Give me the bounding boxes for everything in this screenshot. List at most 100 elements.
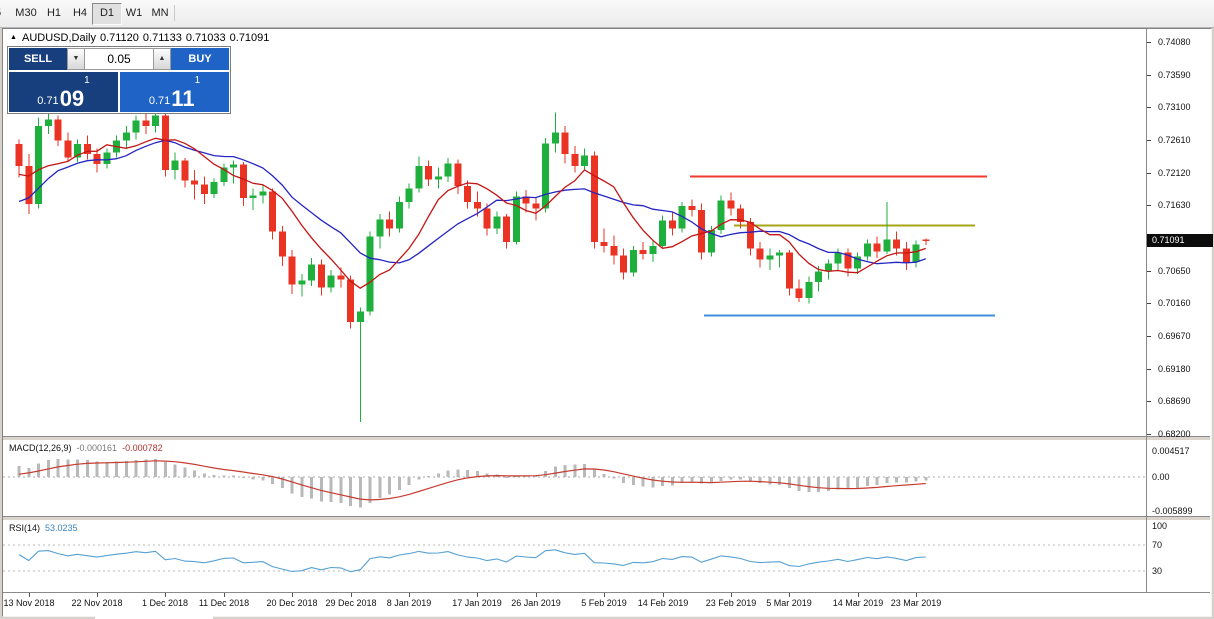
rsi-value: 53.0235 xyxy=(45,523,78,533)
date-axis-tick xyxy=(224,593,225,597)
date-axis[interactable]: 13 Nov 2018 22 Nov 2018 1 Dec 2018 11 Dec 2… xyxy=(0,592,1214,616)
candle xyxy=(249,195,257,198)
candle xyxy=(356,311,364,322)
candle xyxy=(873,243,881,252)
timeframe-button-H1[interactable]: H1 xyxy=(46,7,62,19)
price-axis-label: 0.73100 xyxy=(1158,102,1191,112)
volume-input[interactable]: 0.05 xyxy=(85,48,153,70)
volume-decrease-button[interactable]: ▼ xyxy=(67,48,85,70)
price-axis-label: 0.70160 xyxy=(1158,298,1191,308)
candle xyxy=(571,154,579,166)
price-axis-label: 0.68200 xyxy=(1158,429,1191,439)
timeframe-button-MN[interactable]: MN xyxy=(151,7,169,19)
candle xyxy=(717,200,725,230)
timeframe-button-M30[interactable]: M30 xyxy=(15,7,37,19)
candle xyxy=(698,210,705,253)
candle xyxy=(122,132,130,141)
price-axis-tick xyxy=(1147,434,1151,435)
candle xyxy=(308,264,315,281)
timeframe-button-5[interactable]: 5 xyxy=(0,3,12,23)
moving-average-line xyxy=(18,137,926,289)
sell-price-big: 09 xyxy=(59,86,85,111)
candle xyxy=(210,182,218,194)
candle xyxy=(337,275,345,280)
date-axis-tick xyxy=(858,593,859,597)
candle xyxy=(912,244,920,262)
timeframe-button-H4[interactable]: H4 xyxy=(72,7,88,19)
symbol-label: AUDUSD,Daily xyxy=(22,32,96,44)
rsi-axis-label: 100 xyxy=(1152,521,1168,531)
candle xyxy=(532,203,540,209)
candle xyxy=(93,154,101,164)
price-axis-label: 0.72610 xyxy=(1158,135,1191,145)
candle xyxy=(776,252,783,256)
rsi-axis-label: 30 xyxy=(1152,566,1163,576)
candle xyxy=(893,239,900,249)
candle xyxy=(746,222,754,249)
candle xyxy=(425,166,432,180)
sell-button[interactable]: SELL xyxy=(9,48,67,70)
candle xyxy=(239,164,247,198)
pane-splitter-macd[interactable] xyxy=(3,436,1210,441)
price-axis-tick xyxy=(1147,336,1151,337)
candle xyxy=(659,220,666,246)
candle xyxy=(386,219,393,229)
candle xyxy=(766,255,774,260)
buy-price-pipette: 1 xyxy=(194,75,201,86)
trade-panel-collapse-icon[interactable]: ▲ xyxy=(10,34,17,41)
candle xyxy=(473,202,481,209)
timeframe-button-W1[interactable]: W1 xyxy=(125,7,143,19)
candle xyxy=(503,216,510,242)
candle xyxy=(15,144,23,166)
candle xyxy=(415,166,423,189)
price-scale-border xyxy=(1146,29,1147,592)
candle xyxy=(551,132,559,144)
candle xyxy=(171,160,179,170)
price-axis-tick xyxy=(1147,42,1151,43)
date-axis-tick xyxy=(409,593,410,597)
pane-splitter-rsi[interactable] xyxy=(3,516,1210,521)
buy-button[interactable]: BUY xyxy=(171,48,229,70)
macd-name: MACD(12,26,9) xyxy=(9,443,72,453)
candle xyxy=(161,115,169,170)
macd-signal-line xyxy=(18,460,926,501)
buy-price-prefix: 0.71 xyxy=(148,95,171,107)
candle xyxy=(600,242,608,246)
rsi-pane-canvas[interactable] xyxy=(3,521,1146,592)
candle xyxy=(620,255,627,273)
candle xyxy=(883,239,891,252)
candle xyxy=(581,155,588,166)
bottom-strip xyxy=(95,611,213,619)
price-axis-tick xyxy=(1147,107,1151,108)
candle xyxy=(74,144,81,158)
timeframe-button-D1[interactable]: D1 xyxy=(92,3,122,25)
candle xyxy=(854,256,861,269)
candle xyxy=(649,246,657,254)
date-axis-tick xyxy=(292,593,293,597)
candle xyxy=(590,155,598,242)
candle xyxy=(483,208,491,229)
price-axis-tick xyxy=(1147,75,1151,76)
date-axis-label: 1 Dec 2018 xyxy=(141,598,189,608)
candle xyxy=(795,288,803,298)
candle xyxy=(132,120,140,133)
volume-increase-button[interactable]: ▲ xyxy=(153,48,171,70)
date-axis-label: 17 Jan 2019 xyxy=(452,598,502,608)
macd-pane-canvas[interactable] xyxy=(3,441,1146,516)
price-axis-tick xyxy=(1147,271,1151,272)
rsi-indicator-label: RSI(14) 53.0235 xyxy=(9,523,78,533)
date-axis-label: 26 Jan 2019 xyxy=(511,598,561,608)
candle xyxy=(444,163,452,177)
buy-price-button[interactable]: 0.71 11 1 xyxy=(120,72,229,112)
candle xyxy=(298,280,306,285)
candle xyxy=(347,279,354,322)
candle xyxy=(200,184,208,194)
one-click-trading-panel: SELL ▼ 0.05 ▲ BUY 0.71 09 1 0.71 11 1 xyxy=(7,46,231,114)
sell-price-button[interactable]: 0.71 09 1 xyxy=(9,72,118,112)
price-axis-label: 0.71630 xyxy=(1158,200,1191,210)
price-axis-tick xyxy=(1147,173,1151,174)
candle xyxy=(83,144,91,154)
date-axis-label: 29 Dec 2018 xyxy=(325,598,377,608)
main-chart-canvas[interactable] xyxy=(3,29,1146,437)
